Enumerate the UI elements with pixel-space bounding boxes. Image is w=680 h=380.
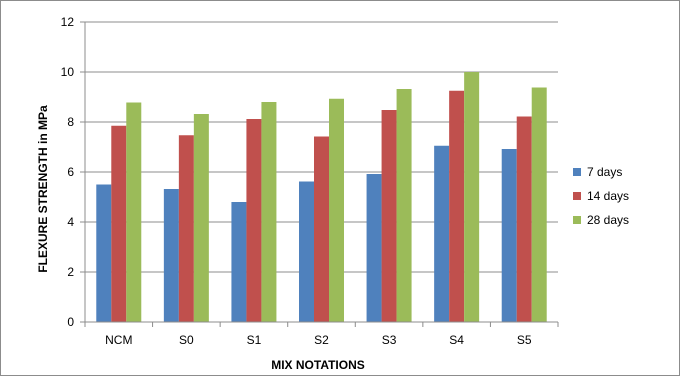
bar-s5-7-days: [501, 149, 517, 322]
y-tick-label: 6: [67, 165, 74, 179]
bar-s2-14-days: [314, 136, 329, 322]
bar-s2-28-days: [329, 98, 344, 322]
y-tick-label: 10: [61, 65, 75, 79]
bar-ncm-7-days: [96, 184, 112, 322]
bar-ncm-28-days: [126, 102, 142, 322]
x-tick-label: S1: [247, 333, 262, 347]
bar-s3-28-days: [396, 89, 412, 322]
y-axis-title: FLEXURE STRENGTH in MPa: [36, 105, 50, 273]
x-tick-label: S0: [179, 333, 194, 347]
bar-s0-7-days: [163, 189, 179, 322]
bar-s4-28-days: [464, 72, 480, 322]
legend-swatch: [573, 216, 581, 224]
y-tick-label: 0: [67, 315, 74, 329]
y-tick-label: 12: [61, 15, 75, 29]
legend: 7 days 14 days 28 days: [573, 165, 629, 227]
bar-s3-14-days: [381, 110, 397, 322]
bar-s1-7-days: [231, 202, 247, 322]
y-tick-label: 8: [67, 115, 74, 129]
legend-label: 28 days: [587, 213, 629, 227]
bar-s1-14-days: [246, 119, 262, 322]
bar-s3-7-days: [366, 174, 382, 322]
x-tick-label: S3: [382, 333, 397, 347]
bar-s5-14-days: [516, 116, 532, 322]
x-tick-label: S4: [449, 333, 464, 347]
x-tick-label: S2: [314, 333, 329, 347]
y-axis-ticks: 0 2 4 6 8 10 12: [61, 15, 85, 329]
x-axis-ticks: NCM S0 S1 S2 S3 S4 S5: [84, 322, 559, 347]
bar-s0-14-days: [178, 135, 194, 322]
legend-label: 7 days: [587, 165, 622, 179]
x-axis-title: MIX NOTATIONS: [271, 358, 365, 372]
bar-s0-28-days: [193, 114, 209, 322]
bar-s4-7-days: [434, 145, 450, 322]
legend-swatch: [573, 192, 581, 200]
bar-s2-7-days: [299, 181, 314, 322]
x-tick-label: NCM: [105, 333, 132, 347]
bar-s5-28-days: [531, 87, 547, 322]
bar-s1-28-days: [261, 102, 277, 322]
y-tick-label: 2: [67, 265, 74, 279]
legend-swatch: [573, 168, 581, 176]
bar-ncm-14-days: [111, 125, 127, 322]
legend-label: 14 days: [587, 189, 629, 203]
bar-s4-14-days: [449, 90, 465, 322]
x-tick-label: S5: [517, 333, 532, 347]
y-tick-label: 4: [67, 215, 74, 229]
bars: [96, 72, 547, 322]
